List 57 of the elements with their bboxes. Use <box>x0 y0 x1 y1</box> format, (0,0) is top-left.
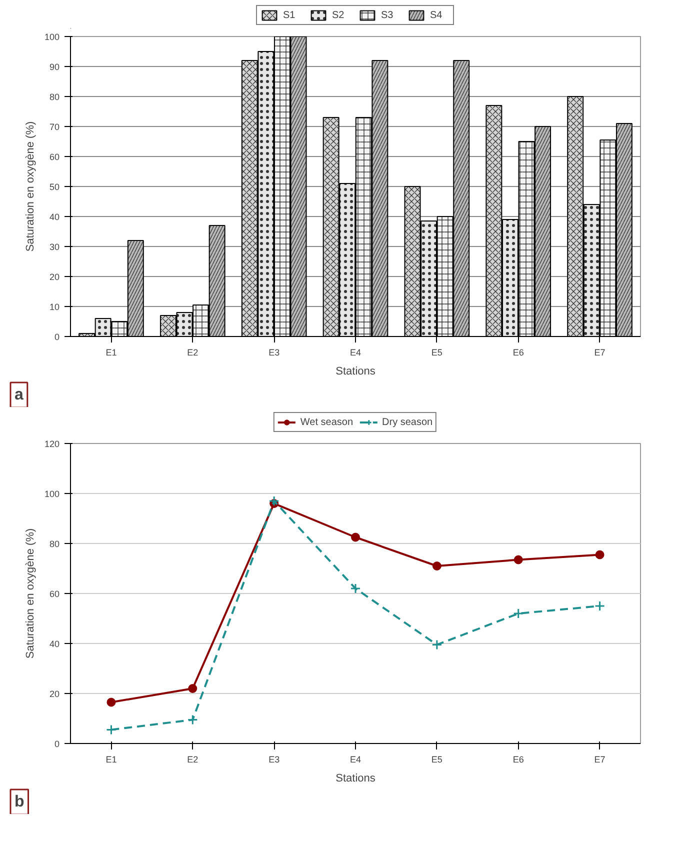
point <box>350 583 361 594</box>
y-tick-label: 100 <box>44 32 60 42</box>
x-tick-label: E4 <box>350 754 362 764</box>
x-tick-label: E3 <box>268 754 280 764</box>
point <box>595 550 604 560</box>
y-tick-label: 60 <box>49 589 60 599</box>
x-tick-label: E5 <box>431 348 442 358</box>
point <box>187 714 198 725</box>
point <box>188 684 198 693</box>
point <box>268 496 280 506</box>
y-tick-label: 80 <box>49 539 60 549</box>
y-tick-label: 70 <box>49 122 60 132</box>
y-tick-label: 30 <box>49 242 60 252</box>
point <box>432 640 442 650</box>
y-tick-label: 10 <box>49 302 60 312</box>
text: a <box>14 386 24 404</box>
legend-label: Wet season <box>300 416 354 428</box>
y-tick-label: 100 <box>44 489 60 499</box>
legend-label: S1 <box>283 9 296 21</box>
x-tick-label: E1 <box>106 754 117 764</box>
x-tick-label: E5 <box>431 754 442 764</box>
point <box>106 698 116 707</box>
y-tick-label: 120 <box>44 439 60 449</box>
y-tick-label: 60 <box>49 152 60 162</box>
x-axis-title: Stations <box>336 772 376 784</box>
legend-label: S2 <box>332 9 346 21</box>
y-tick-label: 50 <box>49 182 60 192</box>
x-tick-label: E6 <box>512 754 524 764</box>
y-tick-label: 0 <box>54 332 60 342</box>
point <box>513 608 524 619</box>
x-tick-label: E1 <box>106 348 117 358</box>
point <box>351 532 360 542</box>
point <box>432 562 442 570</box>
x-tick-label: E3 <box>268 348 280 358</box>
x-tick-label: E7 <box>594 754 606 764</box>
y-axis-title: Saturation en oxygène (%) <box>24 121 36 252</box>
y-tick-label: 0 <box>54 739 60 749</box>
legend-label: Dry season <box>382 416 433 428</box>
x-tick-label: E2 <box>187 348 198 358</box>
point <box>514 555 523 564</box>
text: b <box>14 794 24 810</box>
y-tick-label: 90 <box>49 62 60 72</box>
y-tick-label: 20 <box>49 272 60 282</box>
x-tick-label: E6 <box>512 348 524 358</box>
x-tick-label: E7 <box>594 348 606 358</box>
x-tick-label: E2 <box>187 754 198 764</box>
y-tick-label: 40 <box>49 639 60 649</box>
y-tick-label: 20 <box>49 689 60 699</box>
y-tick-label: 80 <box>49 92 60 102</box>
x-axis-title: Stations <box>336 366 376 378</box>
y-tick-label: 40 <box>49 212 60 222</box>
legend-label: S3 <box>381 9 394 21</box>
y-axis-title: Saturation en oxygène (%) <box>24 528 36 659</box>
legend-label: S4 <box>430 9 444 21</box>
point <box>106 724 116 735</box>
point <box>594 600 606 612</box>
x-tick-label: E4 <box>350 348 362 358</box>
